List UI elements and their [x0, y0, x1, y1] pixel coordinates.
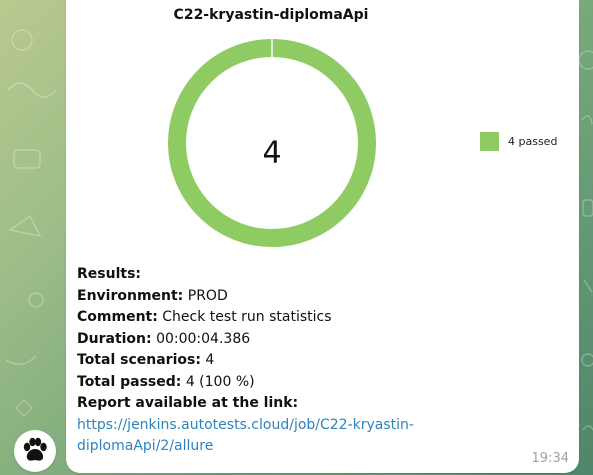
report-link[interactable]: https://jenkins.autotests.cloud/job/C22-… — [77, 416, 414, 455]
donut-slices — [168, 39, 376, 247]
message-bubble: C22-kryastin-diplomaApi 4 4 passed Resul… — [66, 0, 579, 473]
message-timestamp: 19:34 — [531, 451, 569, 466]
environment-value: PROD — [187, 287, 228, 304]
duration-value: 00:00:04.386 — [156, 330, 251, 347]
donut-chart: 4 — [168, 39, 376, 247]
chart-title: C22-kryastin-diplomaApi — [173, 7, 369, 23]
donut-center-value: 4 — [262, 136, 281, 171]
comment-line: Comment: Check test run statistics — [77, 307, 537, 329]
comment-label: Comment: — [77, 309, 158, 325]
environment-label: Environment: — [77, 287, 184, 304]
legend-label-passed: 4 passed — [508, 135, 558, 148]
legend-swatch-passed — [480, 132, 499, 151]
chart-legend: 4 passed — [480, 132, 557, 151]
total-passed-label: Total passed: — [77, 373, 182, 390]
environment-line: Environment: PROD — [77, 286, 537, 308]
total-scenarios-label: Total scenarios: — [77, 352, 201, 368]
report-label: Report available at the link: — [77, 395, 299, 411]
total-scenarios-line: Total scenarios: 4 — [77, 350, 537, 372]
chart-image[interactable]: C22-kryastin-diplomaApi 4 4 passed — [66, 0, 579, 256]
bot-avatar[interactable] — [14, 430, 56, 472]
total-scenarios-value: 4 — [205, 352, 215, 368]
total-passed-line: Total passed: 4 (100 %) — [77, 372, 537, 394]
results-heading: Results: — [77, 266, 141, 282]
total-passed-value: 4 (100 %) — [185, 373, 255, 390]
paw-icon — [23, 437, 47, 461]
duration-label: Duration: — [77, 330, 152, 347]
comment-value: Check test run statistics — [162, 309, 332, 325]
message-text: Results: Environment: PROD Comment: Chec… — [77, 264, 537, 458]
duration-line: Duration: 00:00:04.386 — [77, 329, 537, 351]
